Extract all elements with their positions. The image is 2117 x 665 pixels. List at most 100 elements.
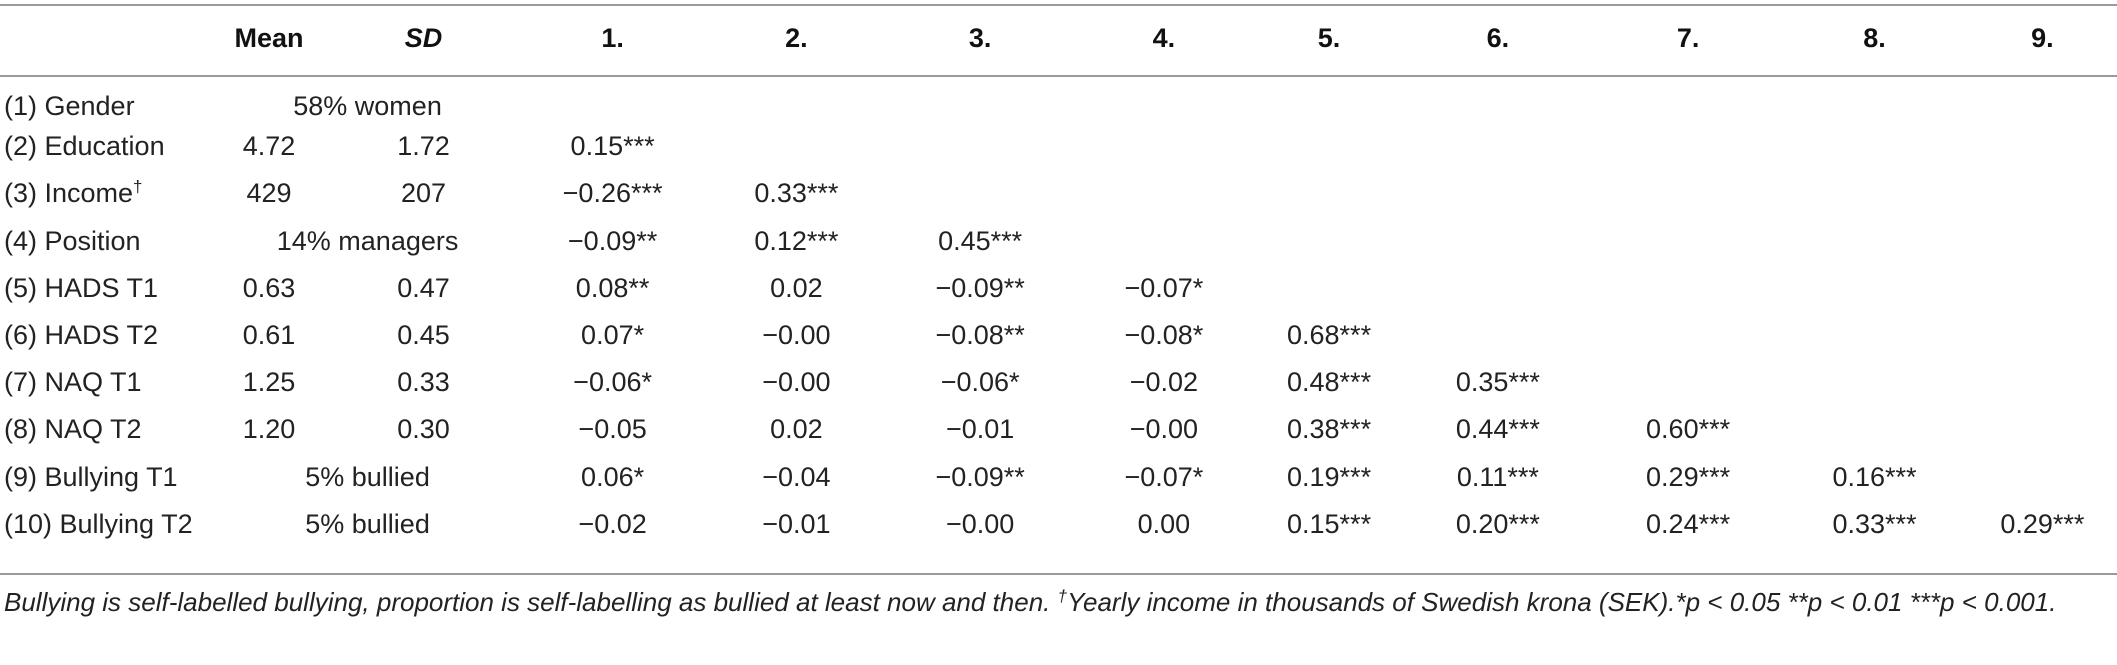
footnote-text-2: Yearly income in thousands of Swedish kr…: [1067, 587, 2057, 617]
descriptive-merged-cell: 5% bullied: [305, 508, 430, 539]
correlation-cell: [1595, 312, 1781, 359]
descriptive-merged-cell: 14% managers: [276, 225, 459, 256]
row-label-text: (4) Position: [4, 225, 141, 256]
correlation-cell: [1401, 265, 1595, 312]
correlation-cell: [1595, 265, 1781, 312]
row-label-text: (2) Education: [4, 131, 165, 162]
table-header: Mean SD 1. 2. 3. 4. 5. 6. 7. 8. 9.: [0, 0, 2117, 76]
correlation-cell: −0.09**: [567, 225, 658, 256]
correlation-cell: 0.11***: [1456, 461, 1539, 492]
correlation-cell: −0.05: [578, 414, 647, 445]
header-col-3: 3.: [968, 22, 992, 53]
correlation-cell: [1968, 406, 2117, 453]
correlation-cell: [1595, 76, 1781, 123]
correlation-cell: [890, 123, 1071, 170]
correlation-cell: [1257, 76, 1401, 123]
correlation-cell: [1071, 218, 1257, 265]
row-label-text: (1) Gender: [4, 91, 135, 122]
table-row: (3) Income† 429 207 −0.26*** 0.33***: [0, 170, 2117, 217]
correlation-cell: −0.07*: [1124, 461, 1204, 492]
descriptive-merged-cell: 58% women: [293, 91, 442, 122]
header-col-1: 1.: [601, 22, 624, 53]
sd-cell: 0.30: [397, 414, 450, 445]
top-rule: [0, 4, 2117, 6]
correlation-cell: [1595, 123, 1781, 170]
correlation-cell: −0.00: [945, 508, 1015, 539]
header-col-9: 9.: [2031, 22, 2054, 53]
correlation-cell: [1781, 218, 1967, 265]
row-label-text: (8) NAQ T2: [4, 414, 142, 445]
row-label: (10) Bullying T2: [0, 501, 213, 548]
header-col-7: 7.: [1676, 22, 1700, 53]
correlation-cell: 0.02: [770, 272, 823, 303]
correlation-cell: 0.29***: [2000, 508, 2085, 539]
table-row: (10) Bullying T2 5% bullied −0.02 −0.01 −0.0…: [0, 501, 2117, 548]
correlation-cell: [1968, 170, 2117, 217]
row-label-dagger: †: [133, 177, 143, 197]
header-mean: Mean: [234, 22, 304, 53]
row-label: (5) HADS T1: [0, 265, 213, 312]
correlation-cell: 0.33***: [1832, 508, 1917, 539]
correlation-cell: [1401, 123, 1595, 170]
correlation-cell: [1071, 170, 1257, 217]
row-label: (6) HADS T2: [0, 312, 213, 359]
row-label: (1) Gender: [0, 76, 213, 123]
correlation-cell: [1071, 76, 1257, 123]
correlation-cell: [1781, 359, 1967, 406]
correlation-cell: [1781, 123, 1967, 170]
header-col-5: 5.: [1317, 22, 1341, 53]
table-row: (1) Gender 58% women: [0, 76, 2117, 123]
correlation-cell: [1781, 170, 1967, 217]
header-sd: SD: [404, 22, 443, 53]
correlation-cell: −0.04: [762, 461, 831, 492]
correlation-cell: −0.06*: [940, 367, 1020, 398]
correlation-cell: [1257, 265, 1401, 312]
correlation-cell: [1257, 218, 1401, 265]
row-label: (2) Education: [0, 123, 213, 170]
correlation-cell: 0.35***: [1455, 367, 1540, 398]
correlation-cell: 0.06*: [581, 461, 645, 492]
header-variable: [0, 0, 213, 76]
correlation-cell: [1595, 170, 1781, 217]
row-label-text: (9) Bullying T1: [4, 461, 178, 492]
correlation-cell: 0.08**: [575, 272, 650, 303]
correlation-cell: 0.15***: [1287, 508, 1372, 539]
mean-cell: 0.63: [242, 272, 296, 303]
correlation-cell: [703, 76, 889, 123]
row-label-text: (3) Income: [4, 178, 134, 209]
correlation-table: Mean SD 1. 2. 3. 4. 5. 6. 7. 8. 9. (1) Gender 58% w…: [0, 0, 2117, 548]
correlation-cell: [1781, 265, 1967, 312]
correlation-cell: 0.44***: [1455, 414, 1540, 445]
correlation-cell: [1595, 218, 1781, 265]
correlation-cell: −0.02: [578, 508, 647, 539]
correlation-cell: −0.09**: [935, 461, 1025, 492]
correlation-cell: −0.08*: [1124, 320, 1204, 351]
bottom-rule: [0, 573, 2117, 575]
correlation-cell: −0.00: [1129, 414, 1199, 445]
correlation-cell: 0.68***: [1287, 320, 1372, 351]
correlation-cell: −0.09**: [935, 272, 1025, 303]
correlation-cell: [1968, 312, 2117, 359]
correlation-cell: [1401, 312, 1595, 359]
correlation-cell: [1781, 406, 1967, 453]
header-col-4: 4.: [1152, 22, 1176, 53]
descriptive-merged-cell: 5% bullied: [305, 461, 430, 492]
table-row: (2) Education 4.72 1.72 0.15***: [0, 123, 2117, 170]
correlation-cell: [890, 170, 1071, 217]
correlation-cell: 0.20***: [1455, 508, 1540, 539]
table-row: (9) Bullying T1 5% bullied 0.06* −0.04 −0.09…: [0, 454, 2117, 501]
correlation-cell: [1595, 359, 1781, 406]
row-label-text: (10) Bullying T2: [4, 508, 193, 539]
correlation-cell: [1968, 218, 2117, 265]
correlation-cell: 0.38***: [1287, 414, 1372, 445]
correlation-cell: −0.00: [762, 320, 831, 351]
row-label: (3) Income†: [0, 170, 213, 217]
row-label: (9) Bullying T1: [0, 454, 213, 501]
correlation-cell: −0.00: [762, 367, 831, 398]
header-col-6: 6.: [1486, 22, 1510, 53]
correlation-cell: [1968, 454, 2117, 501]
correlation-cell: 0.60***: [1646, 414, 1731, 445]
correlation-cell: [1401, 170, 1595, 217]
correlation-cell: 0.00: [1137, 508, 1191, 539]
